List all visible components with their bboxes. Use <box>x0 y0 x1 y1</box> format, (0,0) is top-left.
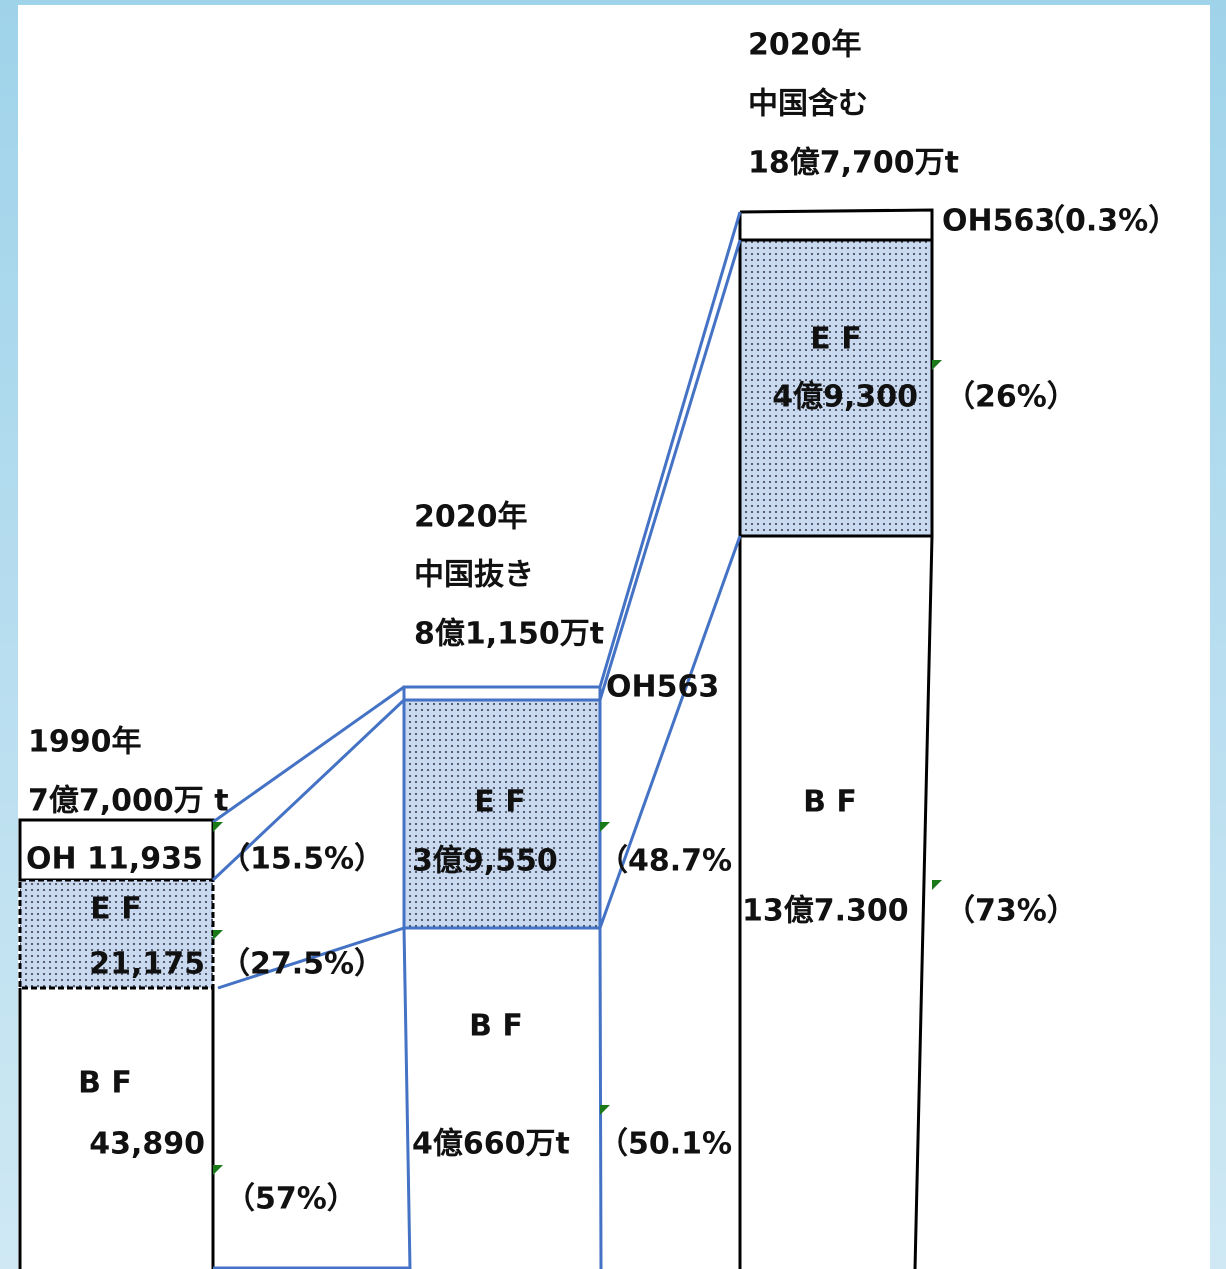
markers <box>213 360 942 1175</box>
oh-share: （0.3%） <box>1035 204 1178 239</box>
bf-share: （50.1% <box>598 1127 732 1162</box>
title: 2020年 <box>748 28 862 63</box>
ef-share: （27.5%） <box>220 947 384 982</box>
ef-share: （48.7% <box>598 844 732 879</box>
ef-box <box>18 878 215 990</box>
oh-box <box>402 685 602 702</box>
bf-box <box>18 988 215 1269</box>
title: 8億1,150万t <box>414 617 604 652</box>
ef-amount: 21,175 <box>89 947 205 982</box>
title: 18億7,700万t <box>748 146 959 181</box>
ef-label: E F <box>810 322 861 357</box>
bf-share: （73%） <box>945 894 1077 929</box>
title: 中国含む <box>748 87 868 122</box>
bf-amount: 4億660万t <box>412 1127 570 1162</box>
bf-box <box>738 535 934 1269</box>
oh-label: OH563 <box>942 204 1055 239</box>
ef-box <box>738 238 934 538</box>
oh-share: （15.5%） <box>220 842 384 877</box>
oh-box <box>18 818 215 882</box>
bf-amount: 13億7.300 <box>742 894 909 929</box>
ef-label: E F <box>90 892 141 927</box>
ef-label: E F <box>474 785 525 820</box>
ef-amount: 3億9,550 <box>412 844 558 879</box>
title: 2020年 <box>414 500 528 535</box>
bf-box <box>402 927 603 1269</box>
title: 1990年 <box>28 725 142 760</box>
connectors <box>211 211 742 1269</box>
bf-label: B F <box>803 785 857 820</box>
bf-label: B F <box>78 1066 132 1101</box>
ef-box <box>402 698 602 930</box>
bf-share: （57%） <box>225 1182 357 1217</box>
ef-amount: 4億9,300 <box>772 380 918 415</box>
title: 7億7,000万 t <box>28 784 229 819</box>
bf-amount: 43,890 <box>89 1127 205 1162</box>
title: 中国抜き <box>414 558 534 593</box>
bf-label: B F <box>469 1009 523 1044</box>
ef-share: （26%） <box>945 380 1077 415</box>
oh-label: OH 11,935 <box>26 842 203 877</box>
oh-label: OH563 <box>606 670 719 705</box>
